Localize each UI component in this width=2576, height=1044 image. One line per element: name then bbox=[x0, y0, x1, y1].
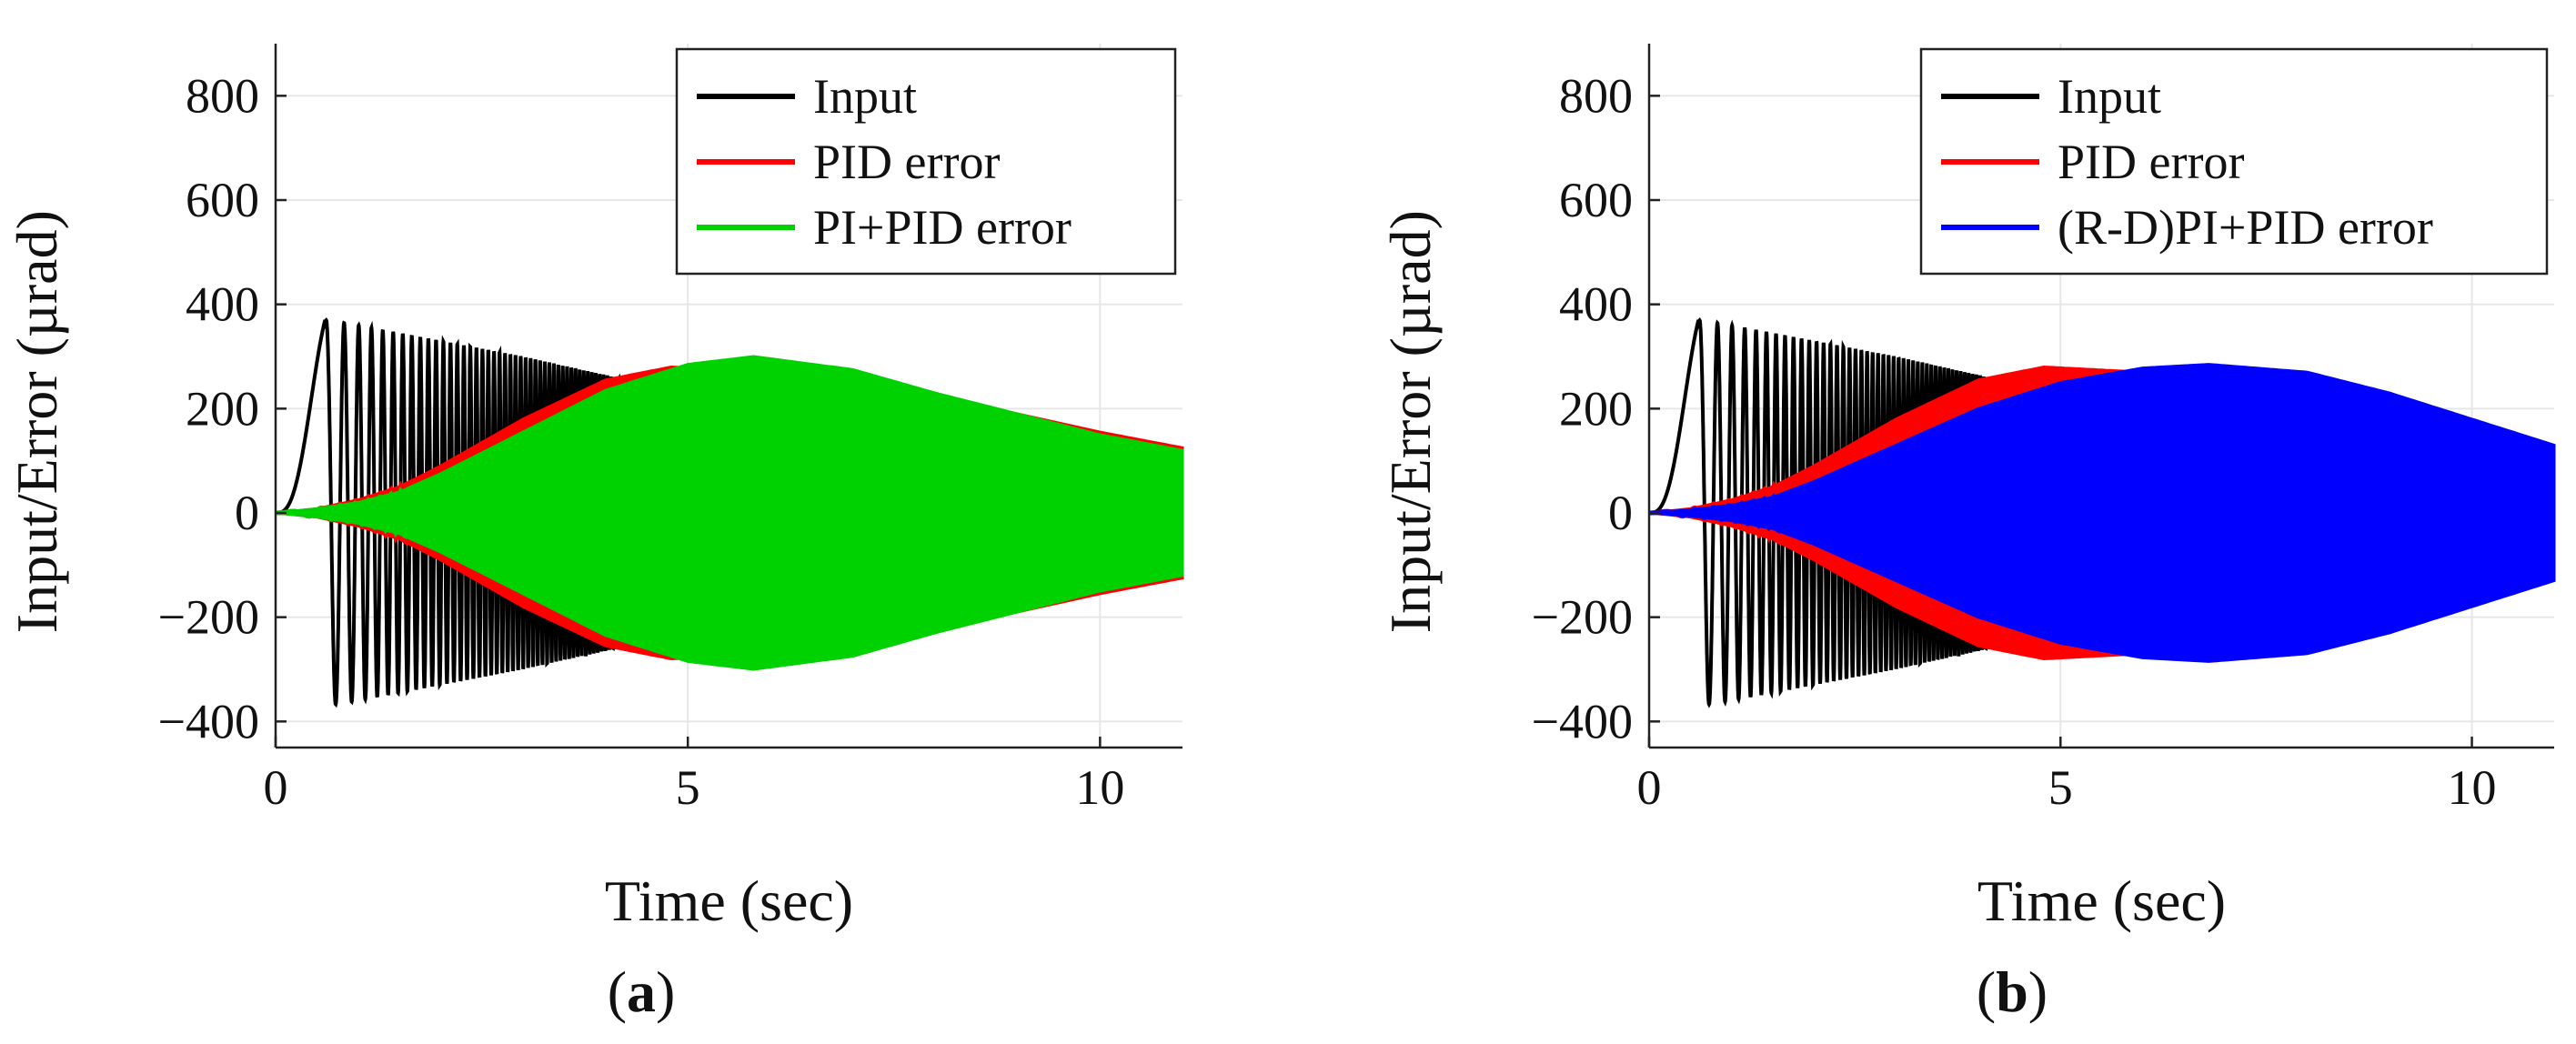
panel-a-legend: Input PID error PI+PID error bbox=[675, 47, 1177, 276]
panel-b-y-axis-label: Input/Error (µrad) bbox=[1378, 210, 1443, 633]
panel-a-y-tick-label: −400 bbox=[158, 694, 259, 748]
panel-b-y-tick-label: −200 bbox=[1532, 590, 1633, 645]
panel-a-y-tick-label: 400 bbox=[186, 277, 259, 332]
panel-b-x-tick-label: 5 bbox=[2048, 760, 2073, 815]
panel-b-y-tick-label: 400 bbox=[1559, 277, 1633, 332]
panel-b-y-tick-label: 0 bbox=[1608, 486, 1633, 540]
panel-a-series-pi-pid-error bbox=[275, 355, 1184, 671]
panel-a-x-tick-label: 0 bbox=[264, 760, 288, 815]
panel-b-error-band bbox=[1648, 363, 2556, 663]
panel-a-y-tick-label: 0 bbox=[235, 486, 259, 540]
panel-a-error-band bbox=[275, 355, 1184, 671]
panel-a-y-axis-label: Input/Error (µrad) bbox=[5, 210, 69, 633]
panel-b-legend: Input PID error (R-D)PI+PID error bbox=[1919, 47, 2549, 276]
panel-a-error-line bbox=[276, 486, 410, 539]
panel-a-legend-entry: PI+PID error bbox=[813, 200, 1072, 255]
panel-a-legend-entry: PID error bbox=[813, 135, 1000, 189]
panel-b-x-tick-label: 0 bbox=[1637, 760, 1662, 815]
panel-b-series--r-d-pi-pid-error bbox=[1648, 363, 2556, 663]
panel-a-x-tick-label: 5 bbox=[676, 760, 700, 815]
panel-a-subplot-label: (a) bbox=[608, 959, 676, 1024]
panel-a-y-tick-label: 200 bbox=[186, 381, 259, 436]
panel-b-x-tick-label: 10 bbox=[2448, 760, 2497, 815]
panel-a-y-tick-label: 800 bbox=[186, 68, 259, 123]
panel-b-subplot-label: (b) bbox=[1977, 959, 2048, 1024]
panel-a-x-tick-label: 10 bbox=[1075, 760, 1124, 815]
panel-a-y-tick-label: −200 bbox=[158, 590, 259, 645]
panel-b-x-axis-label: Time (sec) bbox=[1977, 868, 2226, 933]
panel-b-y-tick-label: 200 bbox=[1559, 381, 1633, 436]
panel-b-legend-entry: Input bbox=[2058, 69, 2161, 124]
panel-b-y-tick-label: −400 bbox=[1532, 694, 1633, 748]
panel-b-error-line bbox=[1649, 492, 1784, 534]
chart-panel-a: 0 5 10 −400 −200 0 200 400 600 800 Time (sec) Input… bbox=[5, 44, 1184, 1024]
panel-b-y-tick-label: 800 bbox=[1559, 68, 1633, 123]
panel-a-legend-entry: Input bbox=[813, 69, 917, 124]
panel-a-y-tick-label: 600 bbox=[186, 173, 259, 227]
chart-panel-b: 0 5 10 −400 −200 0 200 400 600 800 Time (sec) Input… bbox=[1378, 44, 2556, 1024]
panel-b-legend-entry: (R-D)PI+PID error bbox=[2058, 200, 2433, 255]
panel-b-legend-entry: PID error bbox=[2058, 135, 2244, 189]
panel-a-x-axis-label: Time (sec) bbox=[605, 868, 853, 933]
panel-b-y-tick-label: 600 bbox=[1559, 173, 1633, 227]
